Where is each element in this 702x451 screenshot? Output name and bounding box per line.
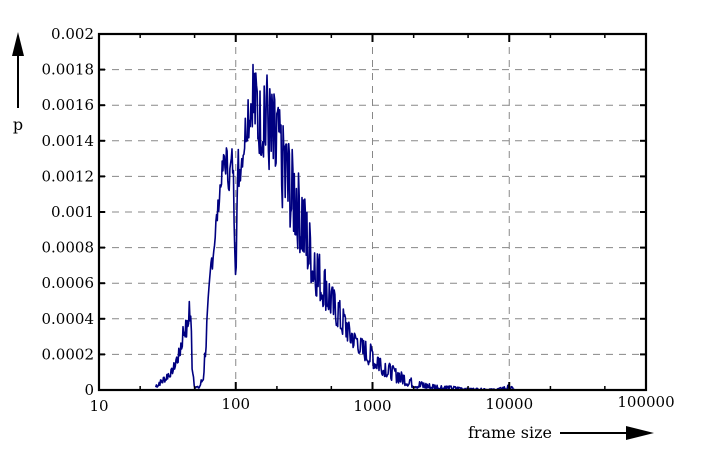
y-tick-label: 0: [84, 381, 94, 399]
x-tick-label: 1000: [353, 397, 391, 415]
x-tick-label: 100: [221, 395, 250, 413]
x-tick-label: 10000: [485, 395, 533, 413]
y-tick-label: 0.0016: [42, 96, 95, 114]
x-axis-arrow-icon: [560, 426, 654, 440]
y-tick-label: 0.0014: [42, 132, 95, 150]
y-tick-label: 0.0008: [42, 239, 95, 257]
x-tick-label: 100000: [617, 393, 674, 411]
axis-ticks: [98, 33, 647, 391]
y-tick-label: 0.0004: [42, 310, 95, 328]
x-tick-labels: 10 100 1000 10000 100000: [89, 393, 674, 415]
grid-lines: [99, 34, 646, 390]
y-tick-label: 0.0006: [42, 274, 95, 292]
y-tick-label: 0.0018: [42, 61, 95, 79]
series-line: [154, 63, 516, 391]
y-axis-label: p: [13, 115, 23, 134]
x-axis-label: frame size: [468, 423, 552, 442]
y-tick-label: 0.0012: [42, 167, 95, 185]
y-tick-label: 0.001: [51, 203, 94, 221]
y-tick-label: 0.002: [51, 25, 94, 43]
y-axis-arrow-icon: [12, 32, 24, 108]
x-tick-label: 10: [89, 397, 108, 415]
y-tick-label: 0.0002: [42, 345, 95, 363]
data-series: [154, 63, 516, 391]
y-tick-labels: 0 0.0002 0.0004 0.0006 0.0008 0.001 0.0012 0.00…: [42, 25, 95, 399]
